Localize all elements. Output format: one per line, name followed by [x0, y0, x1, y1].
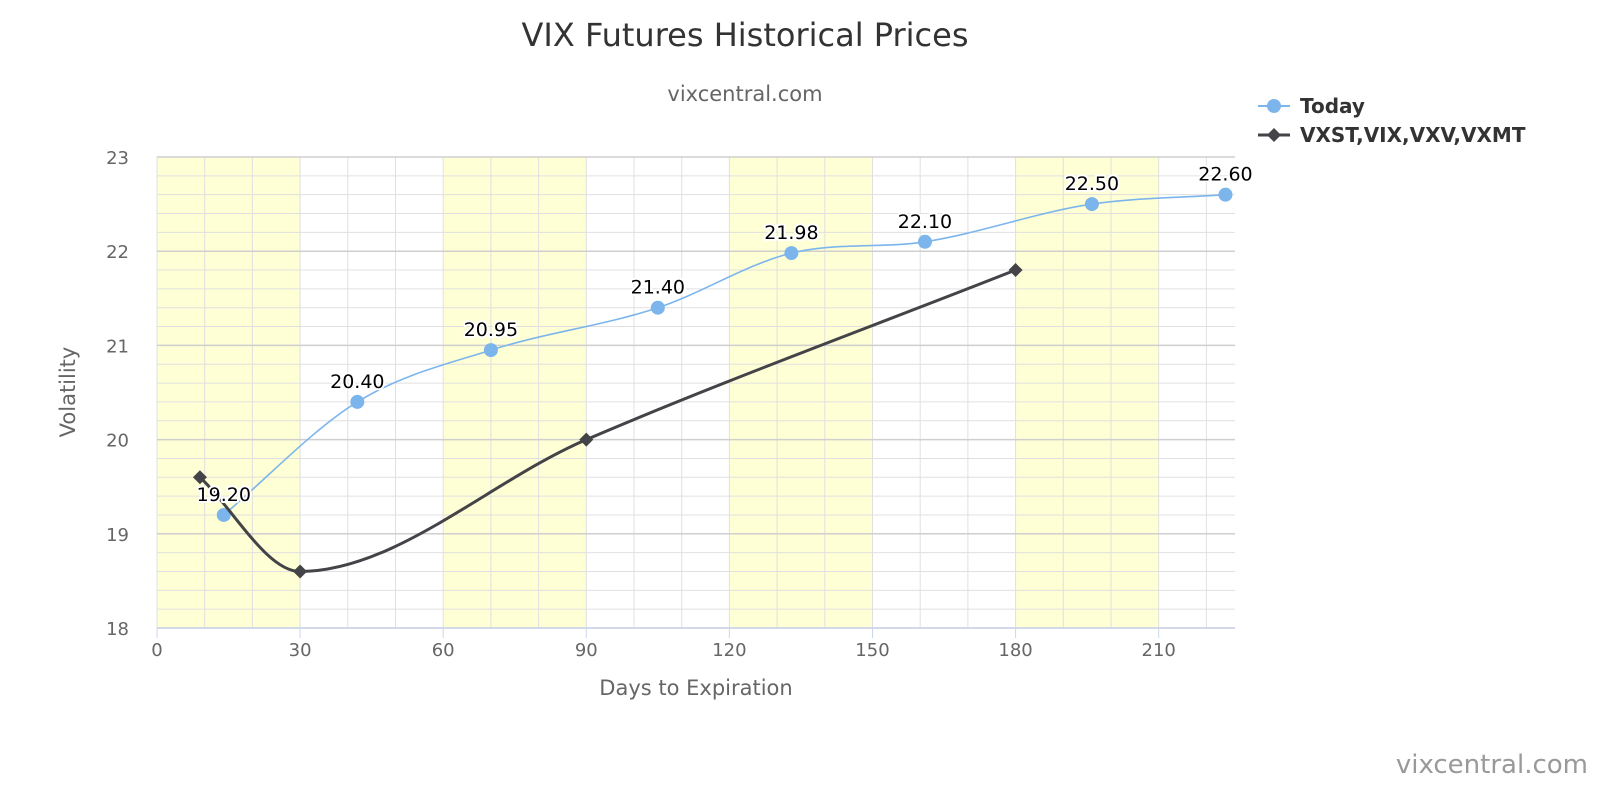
y-tick-label: 18: [106, 619, 129, 640]
y-tick-label: 20: [106, 431, 129, 452]
shaded-band-3: [1015, 157, 1159, 628]
data-point-index[interactable]: [192, 470, 207, 485]
x-tick-label: 150: [855, 640, 889, 661]
data-point-today[interactable]: [216, 507, 231, 522]
y-tick-label: 19: [106, 525, 129, 546]
data-label: 19.20: [197, 484, 251, 506]
data-label: 20.95: [464, 319, 518, 341]
x-tick-label: 180: [998, 640, 1032, 661]
legend-label-index: VXST,VIX,VXV,VXMT: [1300, 123, 1526, 147]
credit-text[interactable]: vixcentral.com: [1396, 750, 1588, 780]
series-line-1: [198, 268, 1017, 573]
data-point-today[interactable]: [1084, 197, 1099, 212]
chart-subtitle: vixcentral.com: [667, 82, 822, 106]
shaded-band-2: [729, 157, 873, 628]
data-label: 22.10: [898, 211, 952, 233]
x-axis-title: Days to Expiration: [599, 676, 792, 700]
data-point-today[interactable]: [784, 246, 799, 261]
legend-marker-index: [1267, 128, 1281, 142]
legend-item-index[interactable]: VXST,VIX,VXV,VXMT: [1258, 123, 1526, 147]
legend-label-today: Today: [1300, 94, 1365, 118]
data-label: 20.40: [330, 371, 384, 393]
legend-marker-today: [1267, 99, 1281, 113]
x-tick-label: 120: [712, 640, 746, 661]
data-point-index[interactable]: [579, 432, 594, 447]
data-point-today[interactable]: [1218, 187, 1233, 202]
grid-lines: [156, 156, 1235, 629]
data-point-index[interactable]: [293, 564, 308, 579]
y-tick-label: 23: [106, 148, 129, 169]
legend-item-today[interactable]: Today: [1258, 94, 1365, 118]
data-label: 21.98: [764, 222, 818, 244]
x-tick-label: 0: [151, 640, 162, 661]
chart-title: VIX Futures Historical Prices: [522, 16, 969, 54]
series-layer: [192, 187, 1233, 579]
y-tick-label: 22: [106, 242, 129, 263]
series-line-0: [223, 193, 1226, 516]
x-tick-label: 60: [432, 640, 455, 661]
legend: Today VXST,VIX,VXV,VXMT: [1258, 94, 1526, 147]
data-point-today[interactable]: [917, 234, 932, 249]
data-point-today[interactable]: [650, 300, 665, 315]
x-tick-label: 210: [1142, 640, 1176, 661]
data-label: 22.60: [1198, 164, 1252, 186]
y-axis-title: Volatility: [56, 347, 80, 438]
shaded-band-0: [157, 157, 301, 628]
data-label: 22.50: [1065, 173, 1119, 195]
data-point-today[interactable]: [483, 343, 498, 358]
axes: 0 30 60 90 120 150 180 210 18 19 20 21 22 23: [106, 148, 1235, 661]
data-label: 21.40: [631, 277, 685, 299]
data-labels: 19.20 20.40 20.95 21.40 21.98 22.10 22.50 22.60: [195, 162, 1255, 508]
data-point-index[interactable]: [1008, 263, 1023, 278]
y-tick-label: 21: [106, 336, 129, 357]
x-tick-label: 90: [575, 640, 598, 661]
x-tick-label: 30: [289, 640, 312, 661]
shaded-bands: [157, 157, 1159, 628]
data-point-today[interactable]: [350, 394, 365, 409]
shaded-band-1: [443, 157, 587, 628]
